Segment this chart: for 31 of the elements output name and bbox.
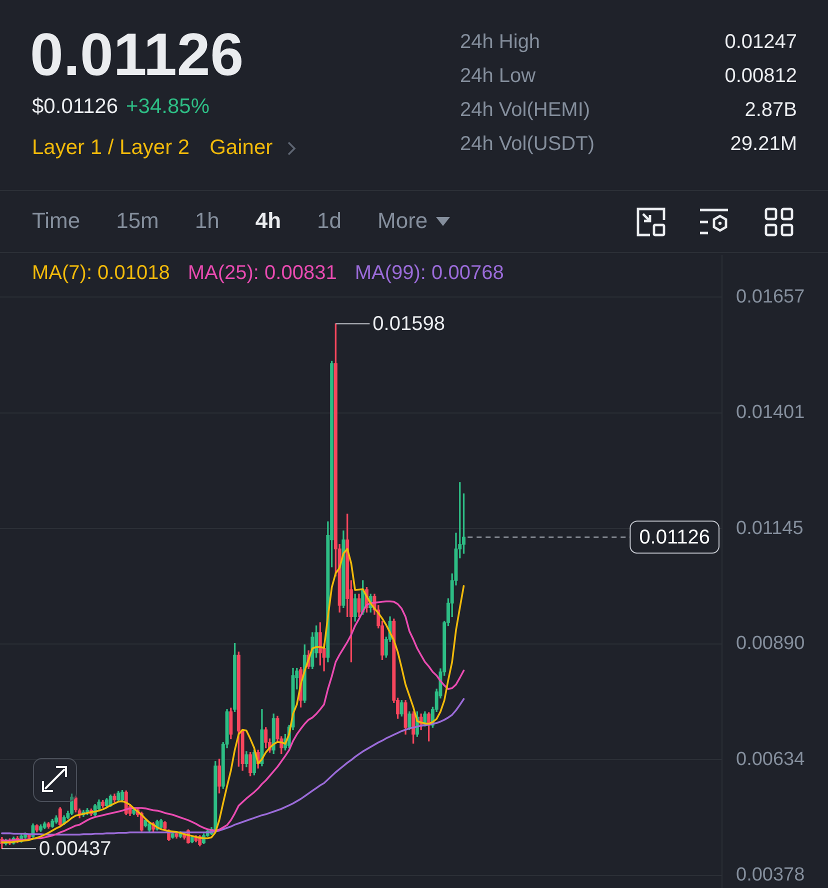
text: MA(25): 0.00831 [188, 261, 337, 285]
text: Layer 1 / Layer 2 [32, 135, 190, 161]
text: 1d [317, 207, 342, 235]
y-tick-label: 0.00378 [736, 864, 805, 886]
y-tick-label: 0.01145 [736, 518, 804, 539]
y-tick-label: 0.00890 [736, 633, 805, 654]
y-tick-label: 0.01657 [736, 286, 805, 308]
text: 0.01247 [724, 30, 797, 55]
ref-line-label: 0.01126 [639, 526, 710, 549]
text: MA(7): 0.01018 [32, 261, 170, 285]
text: Time [32, 207, 80, 235]
text: MA(99): 0.00768 [354, 261, 504, 285]
annotation: 0.00437 [38, 838, 112, 860]
text: More [378, 207, 428, 235]
text: 24h High [460, 30, 542, 55]
text: 24h Vol(USDT) [460, 132, 596, 157]
text: 4h [255, 207, 282, 235]
text: 2.87B [744, 98, 797, 123]
text: 0.00812 [724, 64, 797, 89]
text: 1h [194, 207, 220, 235]
chart-title: 0.01126 [30, 21, 244, 88]
text: $0.01126 [32, 94, 118, 120]
annotation: 0.01598 [372, 313, 445, 336]
y-tick-label: 0.00634 [736, 748, 806, 770]
text: Gainer [210, 135, 273, 161]
text: 15m [116, 207, 159, 235]
text: 24h Low [460, 64, 537, 89]
text: +34.85% [126, 94, 210, 120]
y-tick-label: 0.01401 [736, 402, 805, 424]
text: 29.21M [729, 132, 797, 157]
text: 24h Vol(HEMI) [460, 98, 592, 123]
